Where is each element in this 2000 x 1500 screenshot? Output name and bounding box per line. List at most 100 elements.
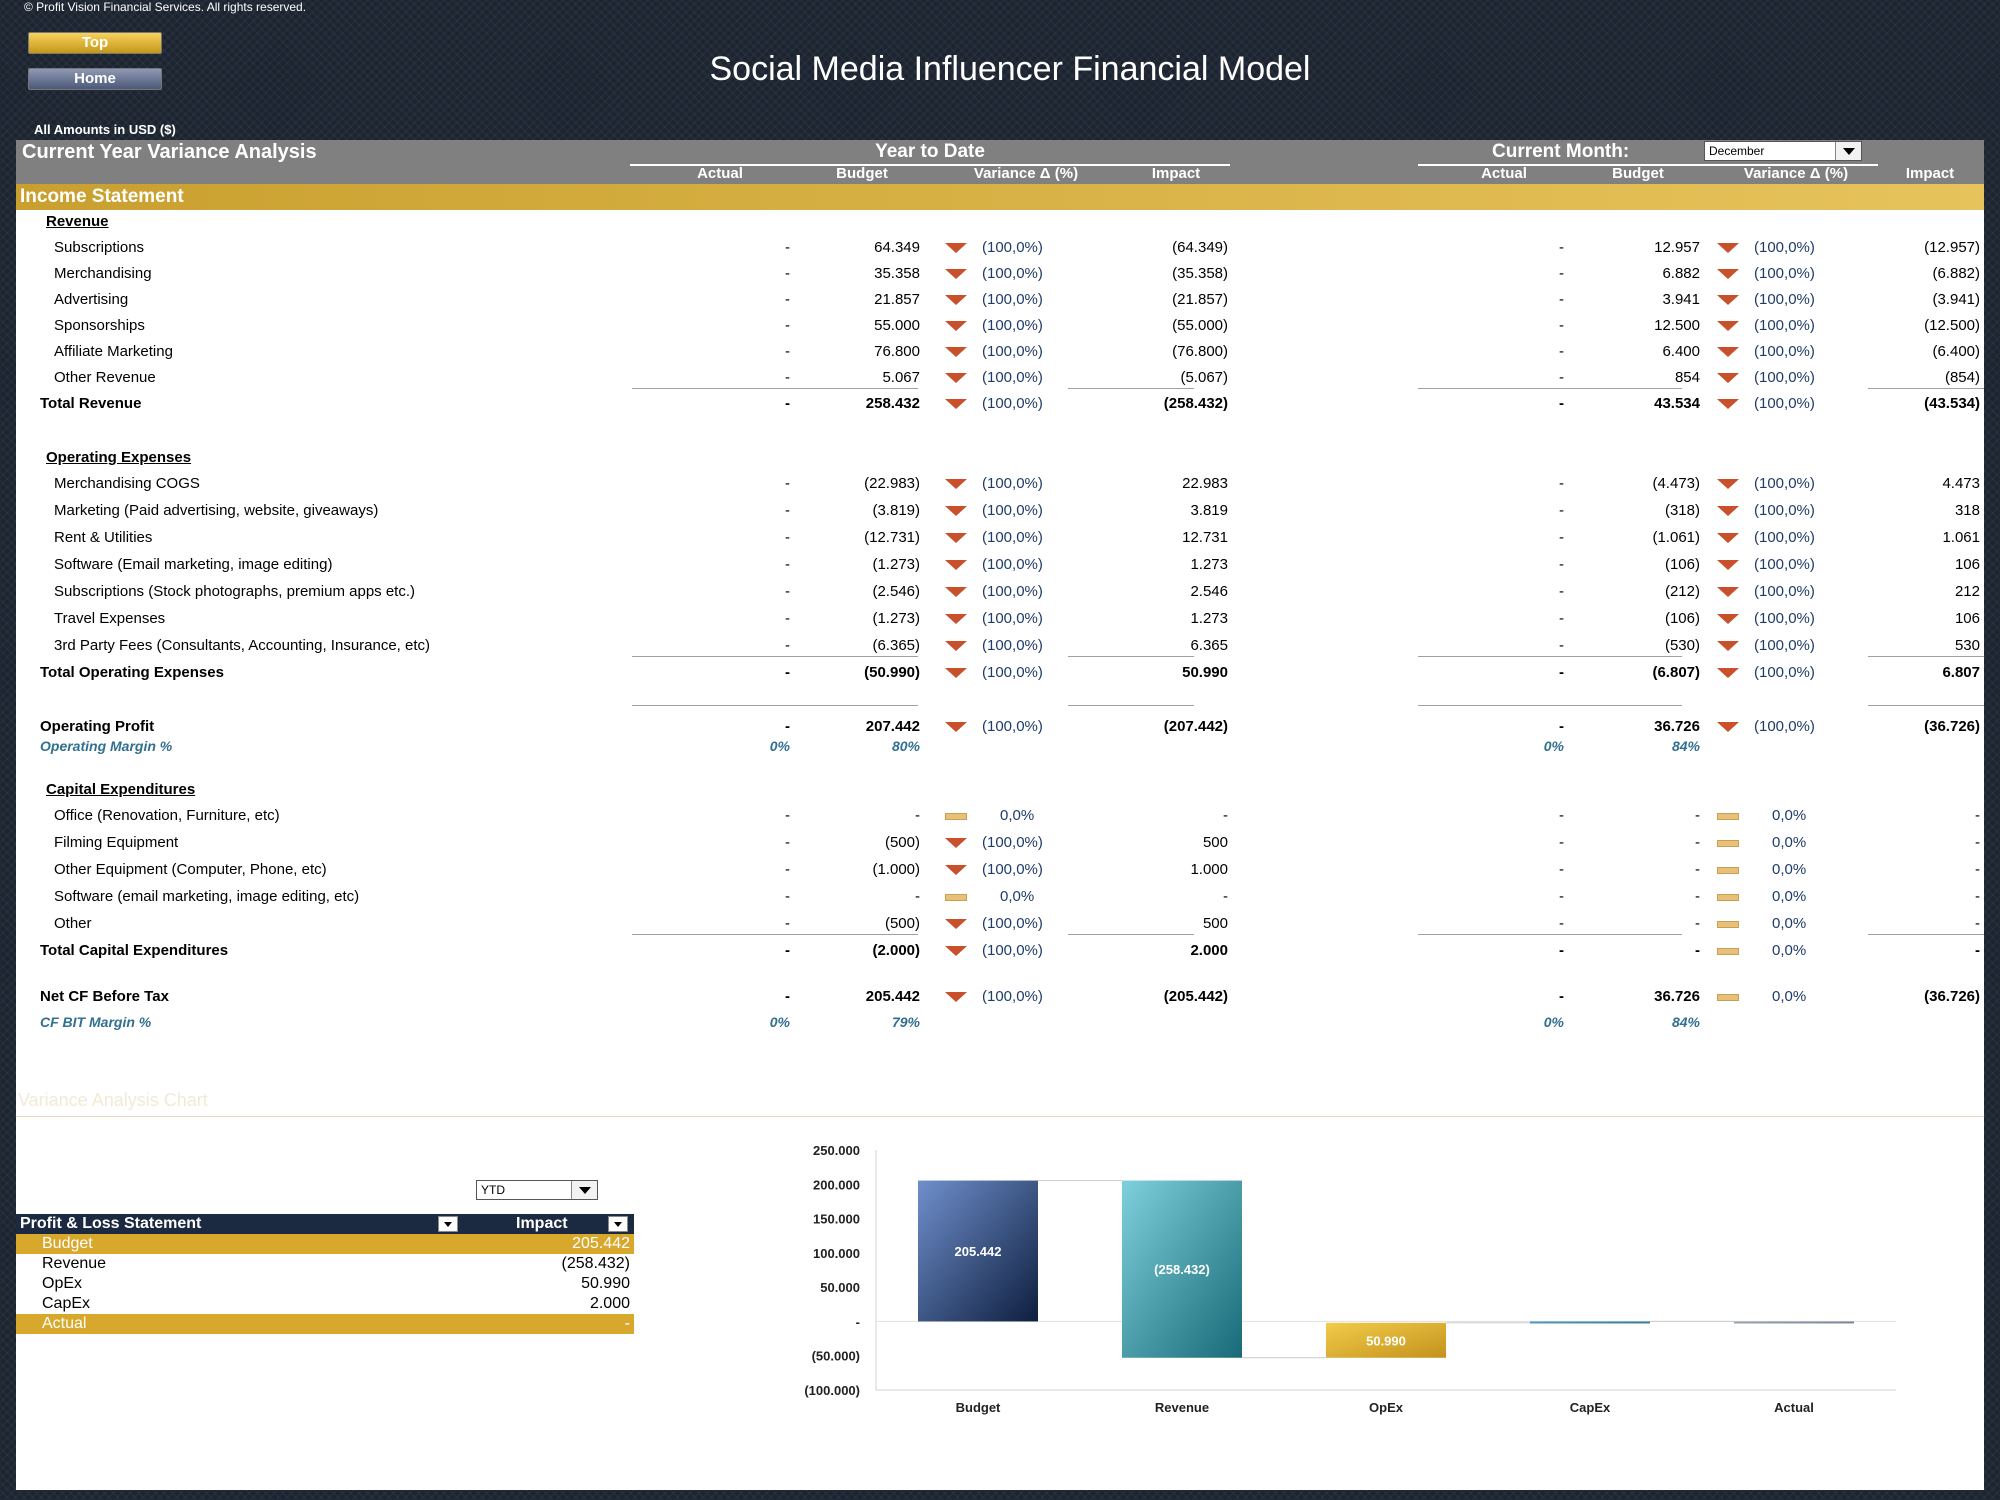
cell-yb: 205.442 <box>865 988 920 1005</box>
total-row: Total Revenue - 258.432 (258.432) - 43.534 (43… <box>16 394 1984 414</box>
period-dropdown[interactable]: YTD <box>476 1180 598 1200</box>
cell-variance: 0,0% <box>1772 888 1807 905</box>
cell-variance: (100,0%) <box>1754 637 1815 654</box>
x-tick-label: Actual <box>1774 1400 1814 1415</box>
row-label: Operating Profit <box>40 718 155 735</box>
cell-yb: (500) <box>884 834 920 851</box>
pl-row-value: 50.990 <box>581 1275 630 1292</box>
row-label: Revenue <box>46 213 109 230</box>
cell-ca: - <box>1559 529 1564 546</box>
cell-ca: - <box>1559 265 1564 282</box>
cell-ci: (3.941) <box>1932 291 1980 308</box>
cell-cb: - <box>1695 834 1700 851</box>
y-tick-label: 50.000 <box>820 1280 860 1295</box>
cell-ca: - <box>1559 556 1564 573</box>
row-label: Office (Renovation, Furniture, etc) <box>54 807 280 824</box>
bar-budget <box>918 1180 1038 1322</box>
down-arrow-icon <box>1717 506 1739 516</box>
table-row: Affiliate Marketing - 76.800 (76.800) - 6.400… <box>16 342 1984 362</box>
chevron-down-icon[interactable] <box>571 1181 597 1199</box>
cell-yi: (55.000) <box>1172 317 1228 334</box>
filter-icon[interactable] <box>438 1216 458 1232</box>
cell-cb: (4.473) <box>1652 475 1700 492</box>
pl-row: Budget 205.442 <box>16 1234 634 1254</box>
filter-icon[interactable] <box>608 1216 628 1232</box>
cell-cb: - <box>1695 888 1700 905</box>
down-arrow-icon <box>945 641 967 651</box>
cell-ca: - <box>1559 291 1564 308</box>
cell-ci: (36.726) <box>1924 988 1980 1005</box>
cell-ya: - <box>785 291 790 308</box>
chevron-down-icon[interactable] <box>1835 142 1861 160</box>
row-label: Sponsorships <box>54 317 145 334</box>
down-arrow-icon <box>1717 269 1739 279</box>
cell-ca: - <box>1559 239 1564 256</box>
cell-variance: (100,0%) <box>982 291 1043 308</box>
cell-yb: 76.800 <box>874 343 920 360</box>
row-label: Operating Margin % <box>40 738 173 754</box>
cell-ca: - <box>1559 502 1564 519</box>
cell-yb: 79% <box>891 1014 920 1030</box>
cell-variance: (100,0%) <box>982 834 1043 851</box>
down-arrow-icon <box>1717 722 1739 732</box>
rule-line <box>1868 705 1984 706</box>
cell-ca: 0% <box>1543 738 1564 754</box>
cell-ya: 0% <box>769 1014 790 1030</box>
cell-yi: 50.990 <box>1182 664 1228 681</box>
pl-row: Actual - <box>16 1314 634 1334</box>
cell-cb: (318) <box>1664 502 1700 519</box>
cell-ya: - <box>785 317 790 334</box>
cell-ci: (6.400) <box>1932 343 1980 360</box>
top-button[interactable]: Top <box>28 32 162 54</box>
down-arrow-icon <box>1717 614 1739 624</box>
home-button[interactable]: Home <box>28 68 162 90</box>
section-heading-row: Capital Expenditures <box>16 780 1984 800</box>
cell-ya: - <box>785 888 790 905</box>
cell-yb: 80% <box>891 738 920 754</box>
row-label: Capital Expenditures <box>46 781 196 798</box>
pl-row-value: 2.000 <box>589 1295 630 1312</box>
row-label: Marketing (Paid advertising, website, gi… <box>54 502 379 519</box>
cell-cb: - <box>1695 942 1700 959</box>
month-dropdown[interactable]: December <box>1704 141 1862 161</box>
cell-ca: - <box>1559 369 1564 386</box>
row-label: Rent & Utilities <box>54 529 153 546</box>
cell-variance: (100,0%) <box>1754 475 1815 492</box>
down-arrow-icon <box>1717 347 1739 357</box>
row-label: Total Revenue <box>40 395 142 412</box>
cm-col-impact: Impact <box>1905 165 1955 182</box>
cell-cb: 84% <box>1671 1014 1700 1030</box>
neutral-bar-icon <box>1717 994 1739 1001</box>
cell-ci: 530 <box>1954 637 1980 654</box>
data-label: 50.990 <box>1366 1333 1406 1348</box>
cell-ca: 0% <box>1543 1014 1564 1030</box>
cell-variance: (100,0%) <box>982 915 1043 932</box>
cell-ya: - <box>785 807 790 824</box>
cell-cb: 12.957 <box>1654 239 1700 256</box>
table-row: 3rd Party Fees (Consultants, Accounting,… <box>16 636 1984 657</box>
cell-cb: (6.807) <box>1652 664 1700 681</box>
cell-ci: (36.726) <box>1924 718 1980 735</box>
cell-cb: 854 <box>1674 369 1700 386</box>
table-row: Advertising - 21.857 (21.857) - 3.941 (3.941) (… <box>16 290 1984 310</box>
cell-variance: 0,0% <box>1772 988 1807 1005</box>
cell-yb: 35.358 <box>874 265 920 282</box>
cell-yi: 22.983 <box>1182 475 1228 492</box>
rule-line <box>1068 388 1194 389</box>
rule-line <box>1868 388 1984 389</box>
down-arrow-icon <box>945 506 967 516</box>
rule-line <box>1418 705 1682 706</box>
cell-cb: 12.500 <box>1654 317 1700 334</box>
section-divider <box>16 1116 1984 1117</box>
cell-yi: 2.546 <box>1190 583 1228 600</box>
neutral-bar-icon <box>1717 840 1739 847</box>
cell-yb: (1.000) <box>872 861 920 878</box>
table-row: Office (Renovation, Furniture, etc) - - - - -… <box>16 806 1984 826</box>
cell-variance: (100,0%) <box>982 988 1043 1005</box>
table-row: Travel Expenses - (1.273) 1.273 - (106) 106 (10… <box>16 609 1984 629</box>
cell-yi: 2.000 <box>1190 942 1228 959</box>
cell-ca: - <box>1559 317 1564 334</box>
row-label: 3rd Party Fees (Consultants, Accounting,… <box>54 637 431 654</box>
down-arrow-icon <box>945 399 967 409</box>
data-label: (258.432) <box>1154 1262 1210 1277</box>
